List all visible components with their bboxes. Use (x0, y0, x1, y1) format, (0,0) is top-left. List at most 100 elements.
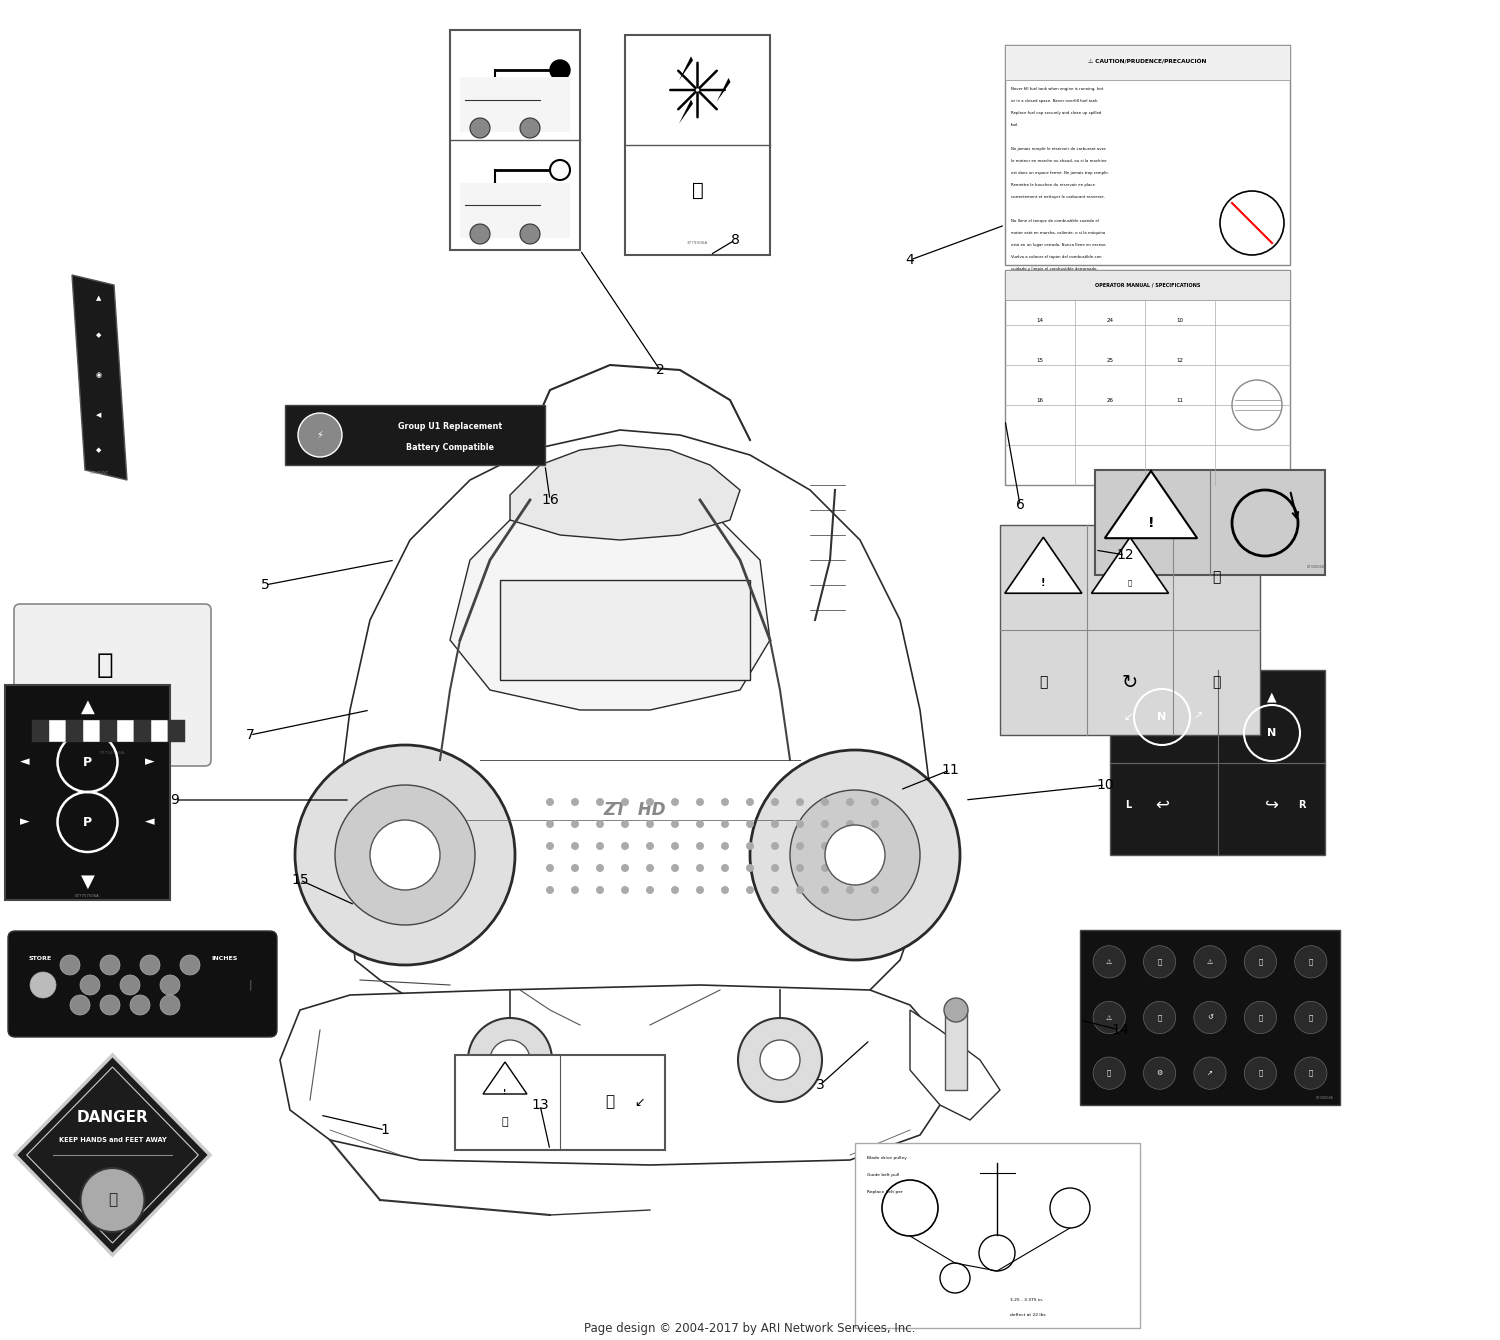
Text: OPERATOR MANUAL / SPECIFICATIONS: OPERATOR MANUAL / SPECIFICATIONS (1095, 283, 1200, 288)
Bar (32, 720, 50, 742)
Polygon shape (340, 430, 930, 1034)
Polygon shape (280, 985, 950, 1164)
Text: le moteur en marche ou chaud, ou si la machine: le moteur en marche ou chaud, ou si la m… (1011, 159, 1107, 163)
Text: disconnect: disconnect (501, 107, 528, 113)
Text: ⚠ CAUTION/PRUDENCE/PRECAUCIÓN: ⚠ CAUTION/PRUDENCE/PRECAUCIÓN (1089, 59, 1206, 64)
Circle shape (546, 886, 554, 894)
Text: 🔑: 🔑 (1212, 571, 1221, 584)
Text: Replace belt per: Replace belt per (867, 1190, 903, 1194)
Text: ↩: ↩ (1155, 796, 1168, 813)
Text: 🚫: 🚫 (1212, 675, 1221, 690)
Text: !: ! (1041, 578, 1046, 588)
Polygon shape (510, 445, 740, 540)
Circle shape (140, 955, 160, 976)
Text: ⚙: ⚙ (1156, 1071, 1162, 1076)
Text: ▲: ▲ (1268, 690, 1276, 704)
Circle shape (846, 886, 853, 894)
Bar (152, 720, 168, 742)
Circle shape (1094, 1057, 1125, 1089)
Text: ▼: ▼ (81, 872, 94, 891)
Text: 077757506A: 077757506A (75, 894, 100, 898)
Polygon shape (72, 275, 128, 480)
Circle shape (871, 886, 879, 894)
Circle shape (846, 799, 853, 805)
Circle shape (796, 886, 804, 894)
Circle shape (1194, 946, 1225, 978)
Bar (1095, 470, 1324, 575)
Text: 9: 9 (171, 793, 180, 807)
Text: ▲: ▲ (96, 295, 102, 302)
Circle shape (746, 864, 754, 872)
Circle shape (1194, 1057, 1225, 1089)
Text: R: R (1298, 800, 1305, 809)
Circle shape (621, 886, 628, 894)
Text: está en un lugar cerrado. Nunca llene en exceso.: está en un lugar cerrado. Nunca llene en… (1011, 243, 1107, 247)
Text: L: L (1125, 800, 1131, 809)
Text: ◄: ◄ (146, 816, 154, 828)
Circle shape (160, 976, 180, 996)
Text: 2: 2 (656, 363, 664, 377)
Circle shape (1294, 1057, 1328, 1089)
Text: 8: 8 (730, 233, 740, 247)
Bar (460, 76, 570, 133)
Circle shape (821, 886, 830, 894)
Circle shape (80, 976, 100, 996)
Text: motor esté en marcha, caliente, o si la máquina: motor esté en marcha, caliente, o si la … (1011, 230, 1106, 234)
Text: 13: 13 (531, 1097, 549, 1112)
Bar (450, 29, 580, 251)
Circle shape (120, 976, 140, 996)
Circle shape (696, 842, 703, 850)
Circle shape (1143, 946, 1176, 978)
Circle shape (670, 842, 680, 850)
Circle shape (621, 820, 628, 828)
Text: 🖐: 🖐 (96, 651, 114, 679)
FancyBboxPatch shape (8, 931, 278, 1037)
Text: 3.25 - 3.375 in.: 3.25 - 3.375 in. (1010, 1298, 1044, 1302)
Circle shape (621, 799, 628, 805)
Text: ✋: ✋ (108, 1193, 117, 1207)
Text: DANGER: DANGER (76, 1110, 148, 1124)
Bar (460, 184, 570, 239)
Circle shape (621, 864, 628, 872)
Circle shape (30, 972, 56, 998)
Circle shape (1194, 1001, 1225, 1033)
Text: ◉: ◉ (96, 373, 102, 378)
Circle shape (520, 118, 540, 138)
Circle shape (546, 864, 554, 872)
Circle shape (722, 799, 729, 805)
Circle shape (572, 820, 579, 828)
Bar (168, 720, 184, 742)
Text: 07300046T: 07300046T (1306, 565, 1328, 570)
Text: 07300046: 07300046 (1316, 1096, 1334, 1100)
Bar (82, 720, 100, 742)
Text: ↙: ↙ (634, 1096, 645, 1108)
Bar (117, 720, 134, 742)
Text: Guide belt pull: Guide belt pull (867, 1172, 900, 1177)
Text: 🏃: 🏃 (501, 1118, 509, 1127)
Circle shape (298, 413, 342, 457)
Circle shape (490, 1040, 530, 1080)
Text: Never fill fuel tank when engine is running, hot: Never fill fuel tank when engine is runn… (1011, 87, 1102, 91)
Bar (1005, 269, 1290, 485)
Circle shape (746, 886, 754, 894)
Circle shape (1294, 1001, 1328, 1033)
Text: 25: 25 (1107, 358, 1113, 363)
Text: 👤: 👤 (1258, 958, 1263, 965)
Text: 📖: 📖 (1107, 1069, 1112, 1076)
Polygon shape (15, 1055, 210, 1256)
Text: ⚡: ⚡ (316, 430, 324, 440)
Circle shape (596, 842, 604, 850)
Circle shape (871, 799, 879, 805)
Text: 10: 10 (1096, 779, 1114, 792)
Text: ↗: ↗ (1208, 1071, 1214, 1076)
Circle shape (1294, 946, 1328, 978)
Text: !: ! (504, 1089, 507, 1095)
Circle shape (796, 820, 804, 828)
Circle shape (596, 820, 604, 828)
Text: connect: connect (506, 205, 525, 210)
Text: Page design © 2004-2017 by ARI Network Services, Inc.: Page design © 2004-2017 by ARI Network S… (585, 1323, 915, 1335)
Text: ⚠: ⚠ (1208, 959, 1214, 965)
Circle shape (572, 886, 579, 894)
Text: 26: 26 (1107, 398, 1113, 402)
Text: Battery Compatible: Battery Compatible (406, 442, 494, 452)
